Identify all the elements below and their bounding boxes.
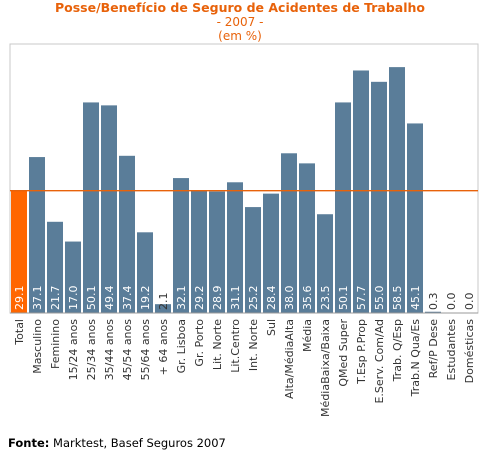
bar-8 (155, 304, 171, 313)
bar-20 (371, 81, 387, 313)
bar-16 (299, 163, 315, 313)
value-label-10: 29.2 (193, 286, 206, 311)
category-label-20: E.Serv. Com/Ad (373, 319, 386, 404)
bar-chart: 29.1 Total 37.1 Masculino 21.7 Feminino 17.0 15… (9, 43, 479, 417)
value-label-15: 38.0 (283, 286, 296, 311)
value-label-20: 55.0 (373, 286, 386, 311)
value-label-14: 28.4 (265, 286, 278, 311)
category-label-5: 35/44 anos (103, 319, 116, 381)
category-label-4: 25/34 anos (85, 319, 98, 381)
bar-10 (191, 190, 207, 313)
bar-11 (209, 191, 225, 313)
source-text: Marktest, Basef Seguros 2007 (49, 436, 226, 450)
category-label-25: Domésticas (463, 319, 476, 384)
value-label-12: 31.1 (229, 286, 242, 311)
category-label-17: MédiaBaixa/Baixa (319, 319, 332, 417)
value-label-8: 2.1 (157, 293, 170, 311)
category-label-8: + 64 anos (157, 319, 170, 376)
bar-1 (29, 157, 45, 313)
value-label-21: 58.5 (391, 286, 404, 311)
bar-9 (173, 178, 189, 313)
chart-titles: Posse/Benefício de Seguro de Acidentes d… (0, 0, 480, 44)
category-label-13: Int. Norte (247, 319, 260, 371)
source-note: Fonte: Marktest, Basef Seguros 2007 (8, 436, 226, 450)
bar-6 (119, 155, 135, 313)
value-label-2: 21.7 (49, 286, 62, 311)
value-label-17: 23.5 (319, 286, 332, 311)
bar-3 (65, 241, 81, 313)
category-label-18: QMed Super (337, 319, 350, 387)
bar-17 (317, 214, 333, 313)
value-label-24: 0.0 (445, 293, 458, 311)
value-label-23: 0.3 (427, 293, 440, 311)
category-label-14: Sul (265, 319, 278, 336)
value-label-25: 0.0 (463, 293, 476, 311)
bar-23 (425, 311, 441, 313)
category-label-1: Masculino (31, 319, 44, 374)
bar-4 (83, 102, 99, 314)
bar-0 (11, 190, 27, 313)
category-label-12: Lit.Centro (229, 319, 242, 373)
chart-title: Posse/Benefício de Seguro de Acidentes d… (54, 0, 426, 15)
chart-unit: (em %) (218, 29, 262, 43)
value-label-9: 32.1 (175, 286, 188, 311)
value-label-6: 37.4 (121, 286, 134, 311)
bar-7 (137, 232, 153, 313)
bar-22 (407, 123, 423, 314)
bar-18 (335, 102, 351, 314)
category-label-10: Gr. Porto (193, 319, 206, 367)
category-label-11: Lit. Norte (211, 319, 224, 370)
category-label-9: Gr. Lisboa (175, 319, 188, 373)
bar-13 (245, 207, 261, 313)
source-label: Fonte: (8, 436, 50, 450)
category-label-22: Trab.N Qua/Es (409, 319, 422, 398)
category-label-23: Ref/P Dese (427, 319, 440, 379)
chart-subtitle: - 2007 - (216, 15, 264, 29)
value-label-3: 17.0 (67, 286, 80, 311)
category-label-2: Feminino (49, 319, 62, 369)
value-label-7: 19.2 (139, 286, 152, 311)
category-label-7: 55/64 anos (139, 319, 152, 381)
bar-14 (263, 193, 279, 313)
bar-12 (227, 182, 243, 313)
bar-19 (353, 70, 369, 313)
category-label-24: Estudantes (445, 319, 458, 381)
category-label-6: 45/54 anos (121, 319, 134, 381)
value-label-19: 57.7 (355, 286, 368, 311)
value-label-4: 50.1 (85, 286, 98, 311)
category-label-15: Alta/MédiaAlta (283, 319, 296, 399)
bar-2 (47, 221, 63, 313)
bar-5 (101, 105, 117, 313)
value-label-18: 50.1 (337, 286, 350, 311)
category-label-19: T.Esp P.Prop (355, 319, 368, 385)
category-label-0: Total (13, 319, 26, 346)
value-label-13: 25.2 (247, 286, 260, 311)
value-label-0: 29.1 (13, 286, 26, 311)
bar-15 (281, 153, 297, 313)
category-label-16: Média (301, 319, 314, 352)
value-label-1: 37.1 (31, 286, 44, 311)
value-label-11: 28.9 (211, 286, 224, 311)
category-label-21: Trab. Q/Esp (391, 319, 404, 382)
value-label-5: 49.4 (103, 286, 116, 311)
value-label-16: 35.6 (301, 286, 314, 311)
category-label-3: 15/24 anos (67, 319, 80, 381)
value-label-22: 45.1 (409, 286, 422, 311)
